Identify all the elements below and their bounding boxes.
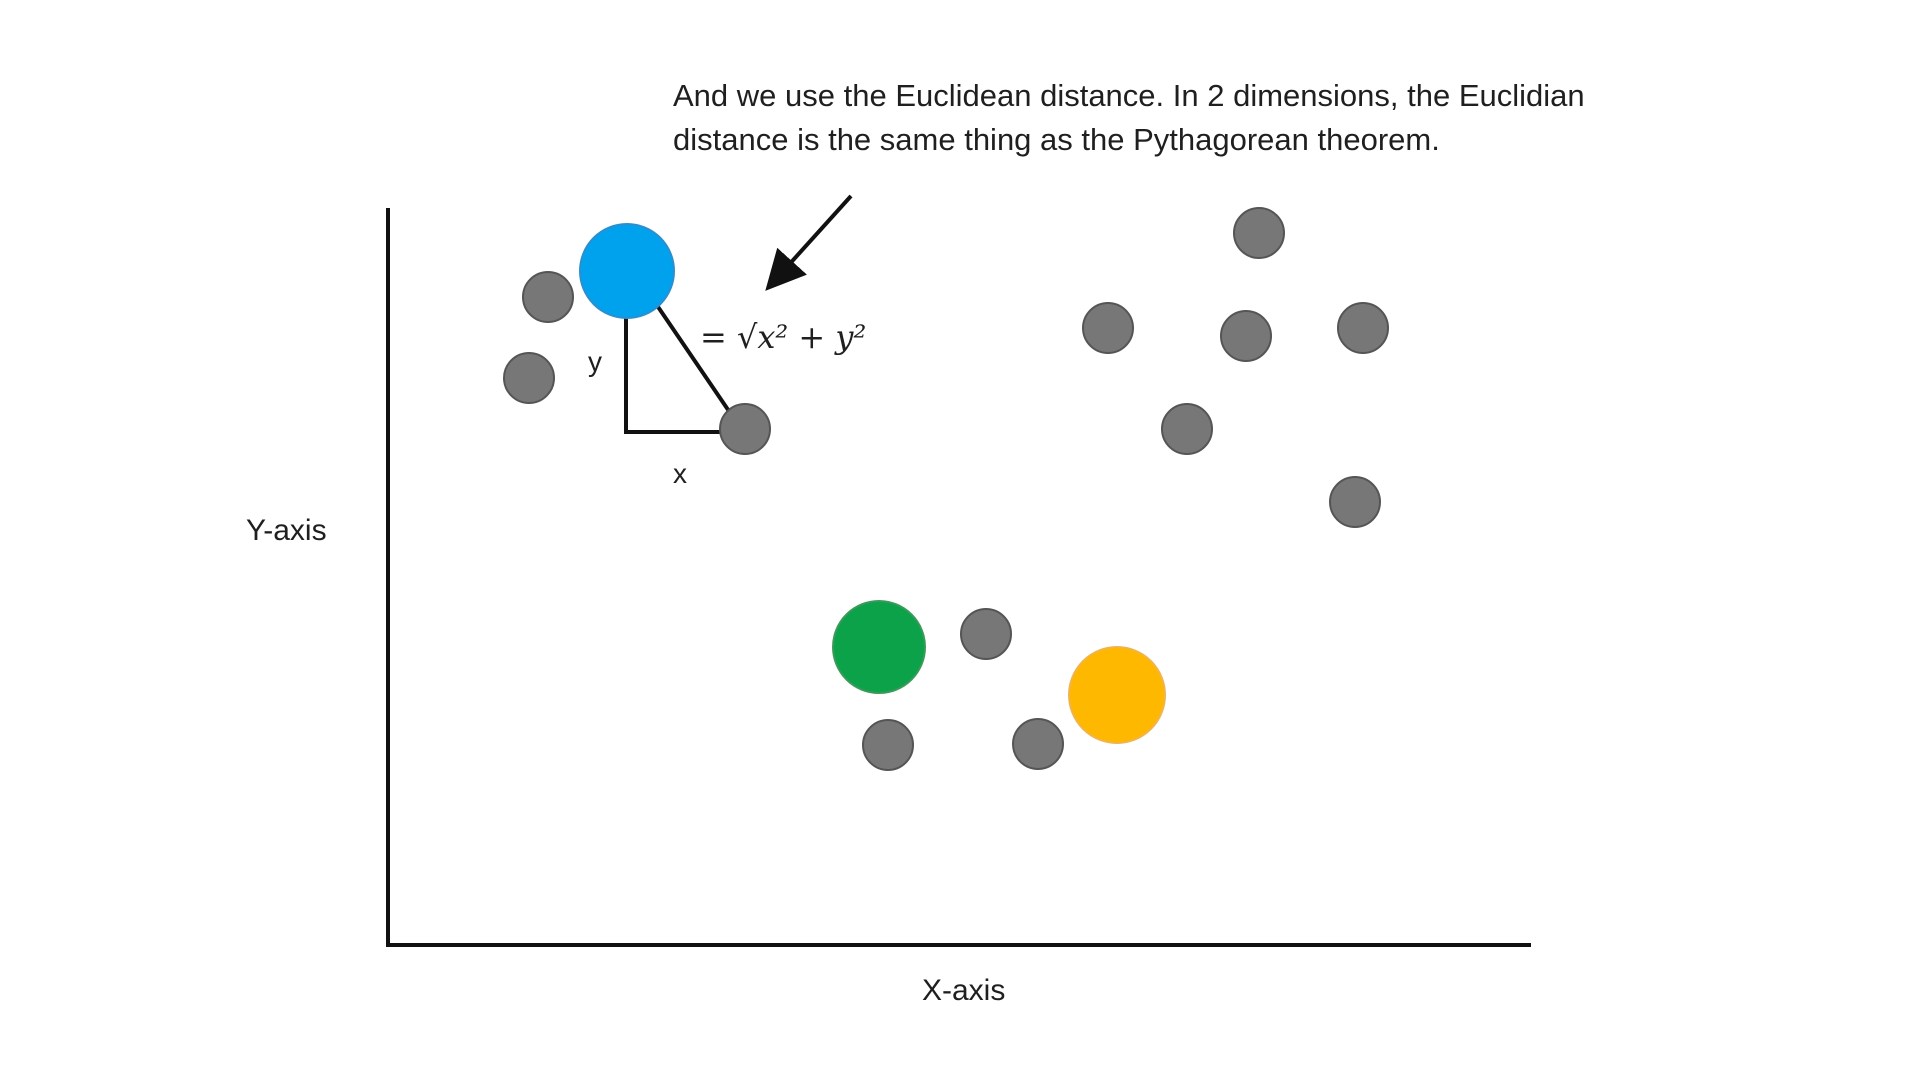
gray-point [522, 271, 574, 323]
yellow-point [1068, 646, 1166, 744]
caption-line-1: And we use the Euclidean distance. In 2 … [673, 78, 1585, 113]
x-axis-label: X-axis [922, 974, 1006, 1007]
hypotenuse-line [650, 296, 737, 422]
gray-point [1337, 302, 1389, 354]
gray-point [960, 608, 1012, 660]
gray-point [1161, 403, 1213, 455]
gray-point [862, 719, 914, 771]
caption-line-2: distance is the same thing as the Pythag… [673, 122, 1440, 157]
caption: And we use the Euclidean distance. In 2 … [673, 74, 1673, 162]
gray-point [1233, 207, 1285, 259]
gray-point [1220, 310, 1272, 362]
triangle-y-label: y [588, 346, 602, 377]
green-point [832, 600, 926, 694]
distance-triangle [624, 272, 744, 434]
gray-point [1012, 718, 1064, 770]
distance-formula: = √x² + y² [700, 318, 867, 356]
gray-point [719, 403, 771, 455]
gray-point [1329, 476, 1381, 528]
triangle-x-label: x [673, 458, 687, 489]
gray-point [1082, 302, 1134, 354]
y-axis-label: Y-axis [246, 514, 327, 547]
blue-point [579, 223, 675, 319]
annotation-arrow [765, 194, 853, 291]
gray-point [503, 352, 555, 404]
